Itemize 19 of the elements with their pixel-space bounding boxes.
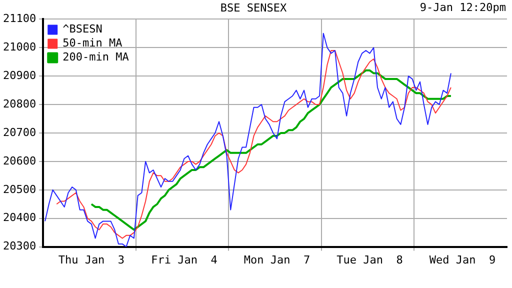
legend-label: 200-min MA (62, 50, 130, 64)
x-tick-label: Tue Jan 8 (336, 253, 403, 266)
x-tick-label: Mon Jan 7 (244, 253, 310, 266)
y-tick-label: 20300 (2, 240, 36, 253)
x-tick-label: Wed Jan 9 (429, 253, 496, 266)
y-tick-label: 20800 (2, 97, 36, 110)
x-tick-label: Thu Jan 3 (58, 253, 125, 266)
y-tick-label: 20500 (2, 182, 36, 196)
legend-label: ^BSESN (62, 22, 102, 36)
y-tick-label: 20600 (2, 154, 36, 168)
y-tick-label: 20400 (2, 211, 36, 224)
y-tick-label: 21000 (2, 40, 36, 54)
text: 9-Jan 12:20pm (420, 0, 506, 14)
x-tick-label: Fri Jan 4 (151, 253, 218, 266)
y-tick-label: 20900 (2, 68, 36, 82)
legend-label: 50-min MA (62, 36, 123, 50)
chart-title: BSE SENSEX (220, 1, 287, 14)
y-tick-label: 21100 (2, 12, 36, 26)
y-tick-label: 20700 (2, 126, 36, 139)
